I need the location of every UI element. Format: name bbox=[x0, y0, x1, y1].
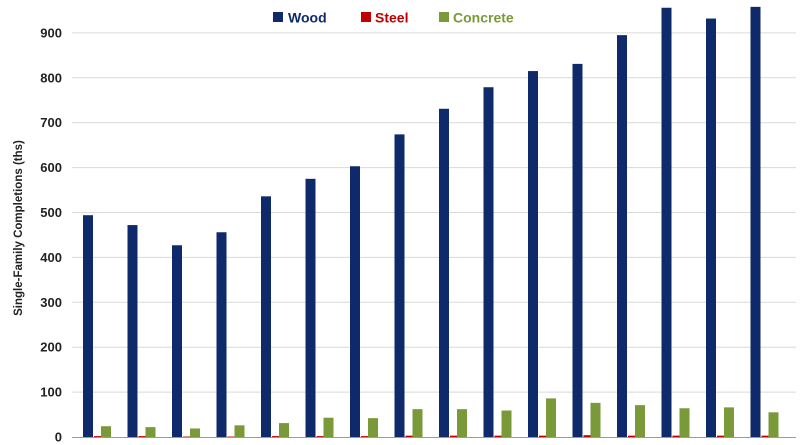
bar-steel bbox=[450, 435, 460, 437]
bar-concrete bbox=[145, 427, 156, 437]
bar-steel bbox=[405, 435, 416, 437]
bar-wood bbox=[350, 166, 360, 438]
bar-concrete bbox=[457, 409, 467, 437]
bar-wood bbox=[750, 6, 761, 437]
y-tick-label: 200 bbox=[40, 340, 62, 355]
y-tick-label: 800 bbox=[40, 70, 62, 85]
bar-concrete bbox=[679, 408, 690, 437]
bar-steel bbox=[672, 435, 683, 437]
bar-concrete bbox=[724, 407, 734, 437]
bar-concrete bbox=[323, 417, 334, 437]
bar-wood bbox=[127, 225, 138, 437]
bar-concrete bbox=[412, 409, 423, 437]
bar-concrete bbox=[590, 402, 601, 437]
bars bbox=[83, 6, 779, 438]
bar-wood bbox=[528, 71, 538, 437]
y-tick-labels: 0 100 200 300 400 500 600 700 800 900 bbox=[40, 25, 62, 444]
bar-concrete bbox=[234, 425, 245, 437]
y-tick-label: 700 bbox=[40, 115, 62, 130]
bar-wood bbox=[439, 108, 449, 437]
bar-wood bbox=[305, 178, 316, 437]
bar-steel bbox=[539, 435, 549, 437]
legend: Wood Steel Concrete bbox=[273, 10, 514, 26]
bar-concrete bbox=[101, 426, 111, 437]
bar-steel bbox=[583, 435, 594, 437]
bar-concrete bbox=[501, 410, 512, 437]
legend-label-steel: Steel bbox=[375, 10, 408, 26]
bar-steel bbox=[138, 436, 149, 437]
y-axis-title: Single-Family Completions (ths) bbox=[13, 140, 25, 316]
legend-swatch-steel bbox=[361, 12, 371, 22]
bar-steel bbox=[227, 436, 238, 438]
bar-wood bbox=[706, 18, 716, 437]
bar-wood bbox=[483, 87, 494, 437]
bar-concrete bbox=[368, 418, 378, 437]
bar-steel bbox=[761, 435, 772, 437]
legend-swatch-wood bbox=[273, 12, 283, 22]
bar-wood bbox=[83, 215, 93, 437]
bar-wood bbox=[394, 134, 405, 437]
bar-wood bbox=[661, 7, 672, 437]
bar-concrete bbox=[190, 428, 200, 437]
bar-concrete bbox=[768, 412, 779, 437]
legend-label-wood: Wood bbox=[288, 10, 327, 26]
y-tick-label: 500 bbox=[40, 205, 62, 220]
bar-steel bbox=[494, 435, 505, 437]
bar-steel bbox=[272, 436, 282, 437]
bar-steel bbox=[183, 436, 193, 438]
bar-wood bbox=[617, 35, 627, 438]
bar-concrete bbox=[546, 398, 556, 437]
bar-wood bbox=[172, 245, 182, 437]
y-tick-label: 0 bbox=[55, 430, 62, 445]
bar-steel bbox=[94, 436, 104, 437]
bar-wood bbox=[216, 232, 227, 437]
bar-steel bbox=[628, 435, 638, 437]
bar-concrete bbox=[635, 405, 645, 437]
y-tick-label: 600 bbox=[40, 160, 62, 175]
bar-concrete bbox=[279, 423, 289, 437]
bar-steel bbox=[717, 435, 727, 437]
bar-wood bbox=[572, 63, 583, 437]
bar-steel bbox=[316, 436, 327, 437]
legend-label-concrete: Concrete bbox=[453, 10, 514, 26]
legend-swatch-concrete bbox=[439, 12, 449, 22]
y-tick-label: 100 bbox=[40, 385, 62, 400]
y-tick-label: 300 bbox=[40, 295, 62, 310]
bar-steel bbox=[361, 436, 371, 437]
bar-wood bbox=[261, 196, 271, 437]
gridlines bbox=[72, 32, 796, 393]
y-tick-label: 900 bbox=[40, 25, 62, 40]
y-tick-label: 400 bbox=[40, 250, 62, 265]
